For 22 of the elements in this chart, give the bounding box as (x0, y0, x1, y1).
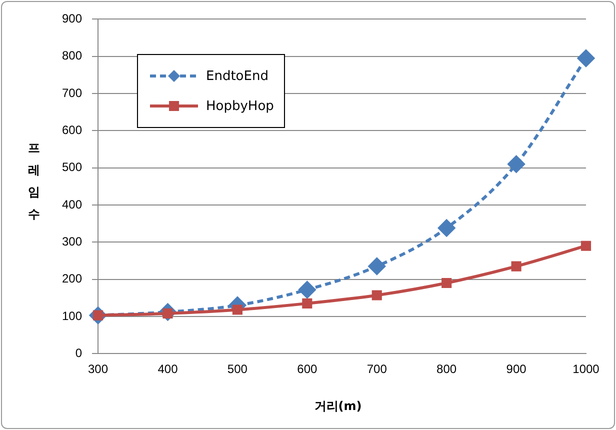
x-tick-label: 700 (366, 362, 388, 376)
x-tick-label: 900 (506, 362, 527, 376)
x-tick-label: 1000 (572, 362, 600, 376)
legend-label: HopbyHop (206, 98, 274, 114)
y-tick-label: 0 (75, 346, 82, 360)
x-tick-label: 300 (88, 362, 108, 376)
y-axis-title: 프레임 수 (28, 140, 41, 223)
y-tick-label: 900 (62, 12, 82, 26)
y-tick-label: 600 (62, 122, 82, 137)
x-axis-title: 거리(m) (313, 398, 363, 415)
x-tick-label: 500 (227, 362, 248, 376)
y-tick-label: 200 (62, 272, 82, 286)
y-tick-label: 300 (62, 234, 82, 248)
x-tick-label: 600 (297, 362, 318, 376)
y-tick-label: 500 (62, 160, 82, 174)
y-tick-label: 400 (62, 197, 82, 212)
x-tick-label: 400 (158, 362, 178, 376)
legend-label: EndtoEnd (206, 68, 268, 84)
y-tick-label: 100 (62, 308, 82, 323)
x-tick-label: 800 (436, 362, 457, 376)
y-tick-label: 700 (62, 86, 82, 100)
y-tick-label: 800 (62, 48, 82, 63)
